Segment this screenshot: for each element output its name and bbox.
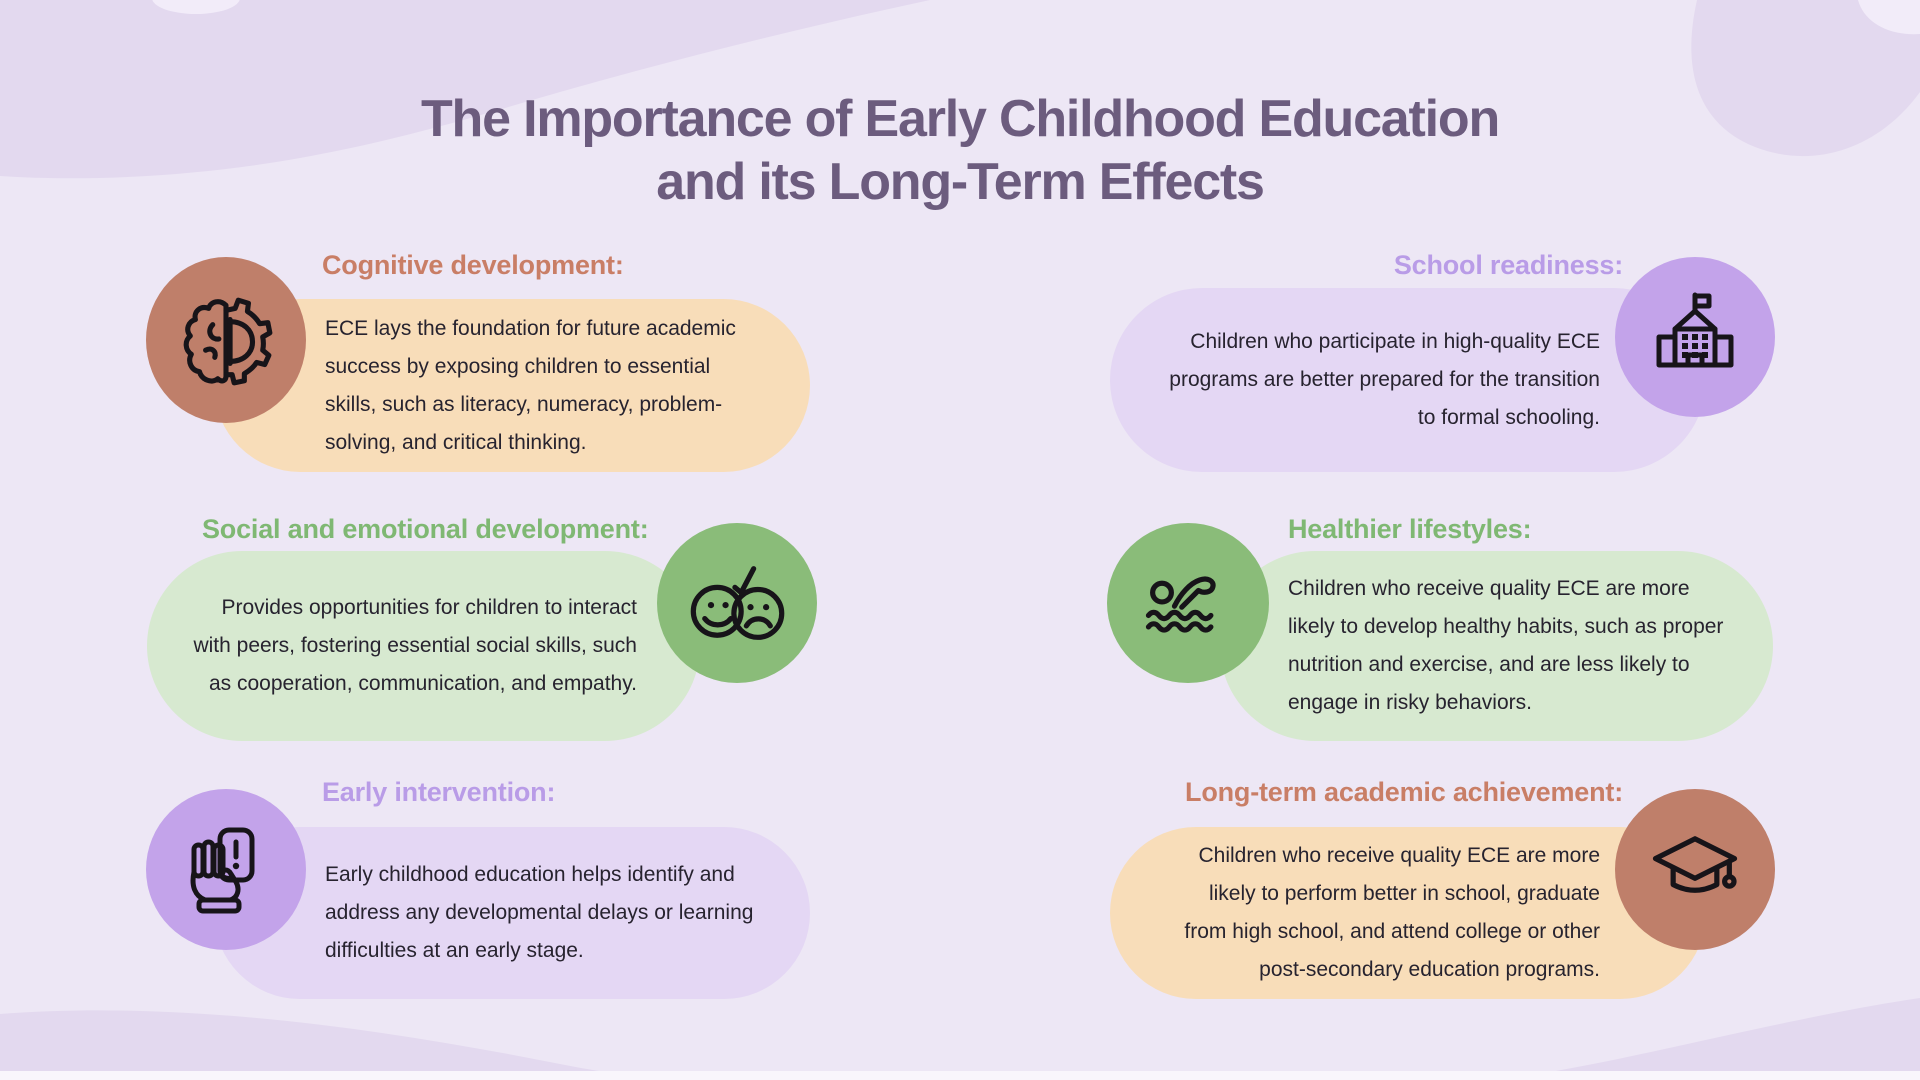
top-right-blob <box>1691 0 1920 157</box>
page-title-line-2: and its Long-Term Effects <box>656 153 1265 211</box>
page-title: The Importance of Early Childhood Educat… <box>0 88 1920 214</box>
bottom-edge-bar <box>0 1071 1920 1080</box>
bottom-right-wave-blob <box>1498 998 1920 1080</box>
top-left-wave-blob <box>0 0 930 179</box>
page-title-line-1: The Importance of Early Childhood Educat… <box>420 90 1500 148</box>
top-right-light-notch <box>1858 0 1920 35</box>
top-left-light-notch <box>152 0 240 14</box>
bottom-left-dome-blob <box>0 1010 695 1080</box>
